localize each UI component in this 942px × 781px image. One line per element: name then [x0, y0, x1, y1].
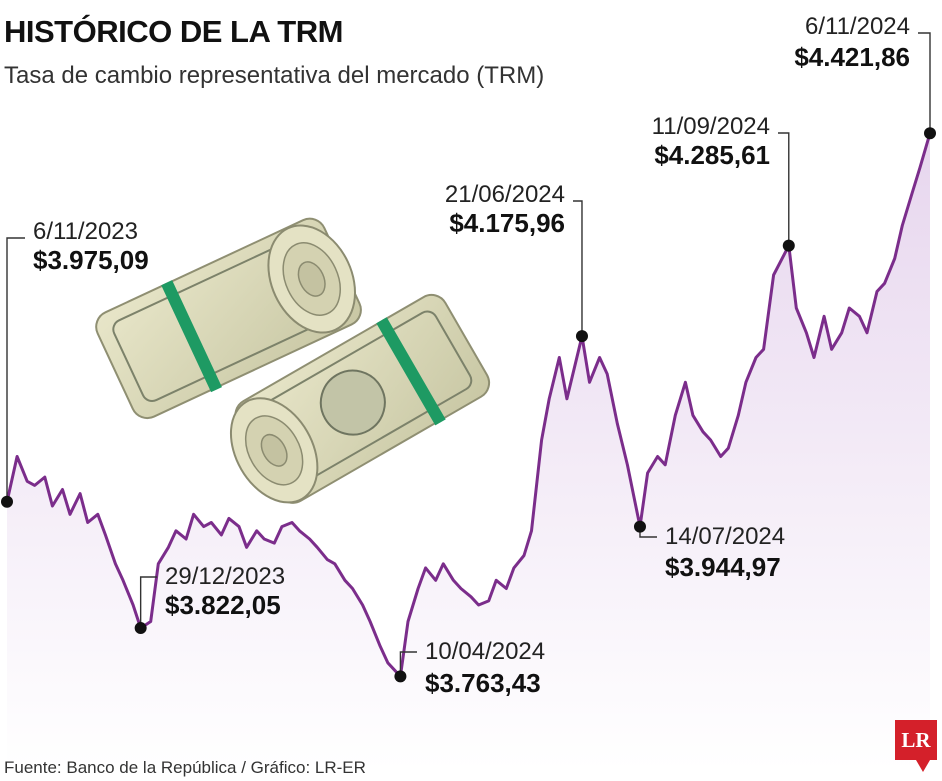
- series-line: [5, 132, 932, 678]
- annotation-leader: [139, 576, 157, 629]
- annotation-value-label: $4.285,61: [654, 140, 770, 170]
- annotation-leader: [778, 132, 790, 246]
- annotation-date-label: 10/04/2024: [425, 638, 545, 665]
- annotation-marker: [394, 670, 407, 683]
- annotation-value-label: $3.975,09: [33, 245, 149, 275]
- rolled-dollar-bills-image: [95, 217, 491, 504]
- annotation-value-label: $3.822,05: [165, 590, 281, 620]
- lr-logo-text-box: LR: [895, 720, 937, 760]
- source-note: Fuente: Banco de la República / Gráfico:…: [4, 758, 366, 777]
- chart-title: HISTÓRICO DE LA TRM: [4, 14, 343, 49]
- annotation-leader: [6, 237, 25, 502]
- annotation-marker: [575, 330, 588, 343]
- annotation-leader: [399, 651, 417, 677]
- annotation-date-label: 21/06/2024: [445, 181, 565, 208]
- annotation-date-label: 6/11/2023: [33, 218, 138, 245]
- annotation-leader: [573, 200, 583, 337]
- annotation-marker: [924, 127, 936, 140]
- annotation-date-label: 6/11/2024: [805, 13, 910, 40]
- lr-logo: [895, 720, 937, 772]
- lr-logo-text: LR: [901, 728, 931, 752]
- chart-subtitle: Tasa de cambio representativa del mercad…: [4, 62, 545, 89]
- annotation-date-label: 29/12/2023: [165, 563, 285, 590]
- annotation-marker: [633, 520, 646, 533]
- annotation-value-label: $3.763,43: [425, 668, 541, 698]
- annotation-marker: [134, 622, 147, 635]
- annotation-date-label: 11/09/2024: [652, 113, 770, 140]
- annotation-value-label: $4.421,86: [794, 42, 910, 72]
- area-fill: [7, 133, 930, 770]
- annotation-value-label: $4.175,96: [449, 208, 565, 238]
- annotation-leader: [918, 32, 931, 134]
- annotation-value-label: $3.944,97: [665, 552, 781, 582]
- annotation-marker: [1, 495, 13, 508]
- annotation-date-label: 14/07/2024: [665, 523, 785, 550]
- annotation-marker: [782, 239, 795, 252]
